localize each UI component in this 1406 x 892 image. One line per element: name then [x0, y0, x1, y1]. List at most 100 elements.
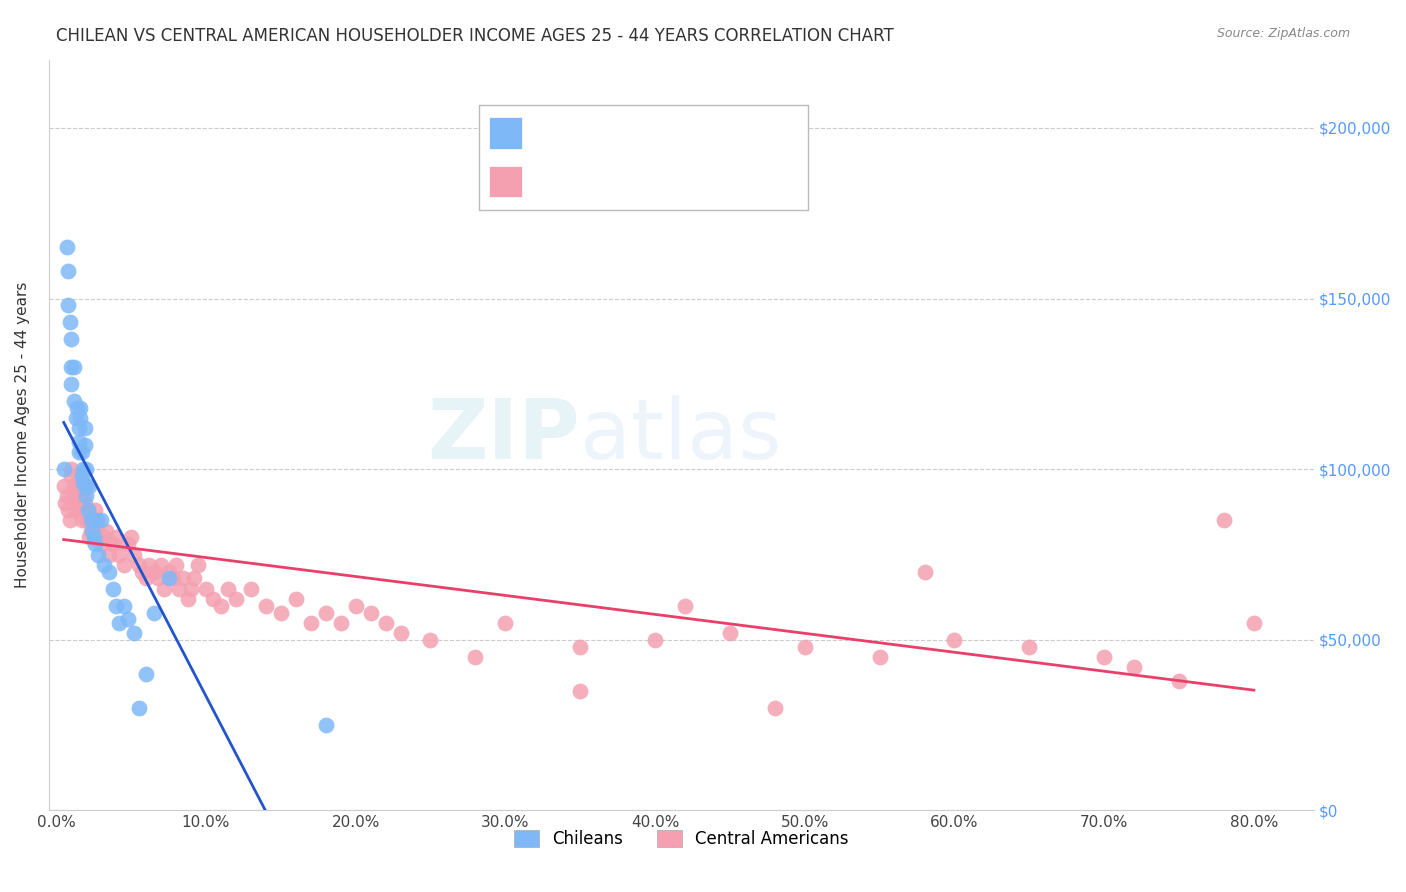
Point: [239, 582, 262, 596]
Point: [112, 599, 135, 613]
Point: [162, 571, 184, 585]
Point: [70, 445, 93, 459]
Point: [79, 513, 101, 527]
Point: [869, 649, 891, 664]
Point: [58, 264, 80, 278]
Point: [1092, 649, 1115, 664]
Point: [157, 565, 180, 579]
Point: [65, 503, 87, 517]
Point: [464, 649, 486, 664]
Point: [79, 524, 101, 538]
Point: [60, 359, 83, 374]
Point: [75, 462, 97, 476]
Point: [173, 571, 195, 585]
Point: [138, 558, 160, 572]
Point: [108, 615, 131, 630]
Point: [55, 240, 77, 254]
Point: [75, 479, 97, 493]
Point: [108, 548, 131, 562]
Point: [60, 333, 83, 347]
Point: [117, 537, 139, 551]
Point: [60, 462, 83, 476]
Point: [943, 632, 966, 647]
Point: [73, 496, 96, 510]
Text: Source: ZipAtlas.com: Source: ZipAtlas.com: [1216, 27, 1350, 40]
Point: [202, 591, 225, 606]
Point: [72, 462, 94, 476]
Point: [209, 599, 232, 613]
Point: [793, 640, 815, 654]
Point: [225, 591, 247, 606]
Point: [1168, 673, 1191, 688]
Point: [217, 582, 239, 596]
Point: [315, 606, 337, 620]
Point: [254, 599, 277, 613]
Point: [75, 490, 97, 504]
Point: [58, 503, 80, 517]
Point: [87, 524, 110, 538]
Point: [67, 445, 90, 459]
Point: [120, 531, 142, 545]
Point: [131, 565, 153, 579]
Point: [494, 615, 516, 630]
Point: [65, 411, 87, 425]
Point: [146, 571, 169, 585]
Text: atlas: atlas: [581, 394, 782, 475]
Legend: Chileans, Central Americans: Chileans, Central Americans: [508, 823, 855, 855]
Point: [153, 582, 176, 596]
Point: [72, 490, 94, 504]
Point: [101, 537, 124, 551]
Point: [569, 684, 592, 698]
Y-axis label: Householder Income Ages 25 - 44 years: Householder Income Ages 25 - 44 years: [15, 282, 30, 588]
Point: [67, 421, 90, 435]
Text: CHILEAN VS CENTRAL AMERICAN HOUSEHOLDER INCOME AGES 25 - 44 YEARS CORRELATION CH: CHILEAN VS CENTRAL AMERICAN HOUSEHOLDER …: [56, 27, 894, 45]
Point: [86, 531, 108, 545]
Point: [83, 513, 105, 527]
Point: [194, 582, 217, 596]
Point: [165, 558, 187, 572]
Point: [122, 548, 145, 562]
Point: [329, 615, 352, 630]
Point: [101, 582, 124, 596]
Point: [673, 599, 696, 613]
Point: [76, 503, 98, 517]
Point: [94, 524, 117, 538]
Point: [128, 558, 150, 572]
Point: [76, 503, 98, 517]
Point: [77, 479, 100, 493]
Point: [60, 469, 83, 483]
Point: [73, 438, 96, 452]
Point: [177, 591, 200, 606]
Point: [53, 496, 76, 510]
Point: [93, 558, 115, 572]
Point: [419, 632, 441, 647]
Point: [299, 615, 322, 630]
Point: [86, 513, 108, 527]
Point: [135, 571, 157, 585]
Point: [84, 503, 107, 517]
Point: [66, 401, 89, 415]
Point: [1123, 660, 1146, 674]
Point: [389, 626, 412, 640]
Point: [55, 490, 77, 504]
Point: [63, 479, 86, 493]
Point: [1018, 640, 1040, 654]
Point: [66, 475, 89, 490]
Point: [284, 591, 307, 606]
Point: [60, 376, 83, 391]
Point: [72, 475, 94, 490]
Point: [73, 421, 96, 435]
Point: [69, 411, 91, 425]
Point: [142, 565, 165, 579]
Point: [644, 632, 666, 647]
Point: [67, 490, 90, 504]
Point: [183, 571, 205, 585]
Point: [142, 606, 165, 620]
Text: ZIP: ZIP: [427, 394, 581, 475]
Point: [270, 606, 292, 620]
Point: [67, 434, 90, 449]
Point: [97, 548, 120, 562]
Point: [569, 640, 592, 654]
Point: [77, 531, 100, 545]
Point: [1243, 615, 1265, 630]
